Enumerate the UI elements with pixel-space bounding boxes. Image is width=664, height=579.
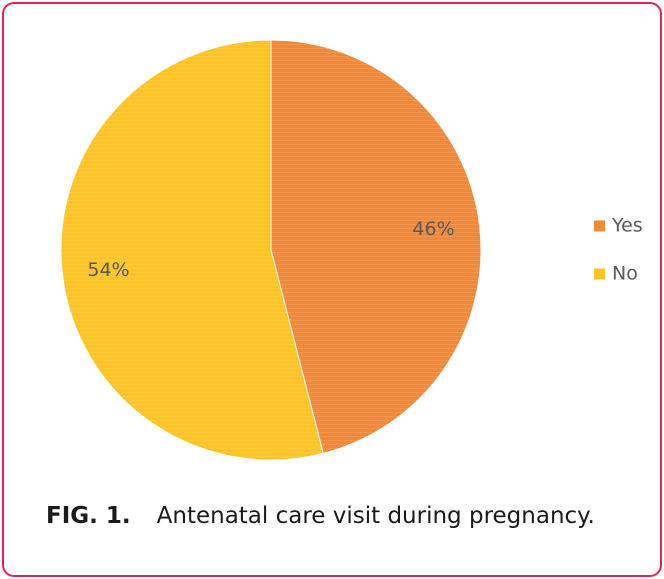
data-label-yes: 46% xyxy=(412,218,454,240)
pie-slice-texture-no xyxy=(61,40,324,460)
pie-data-labels: 46% 54% xyxy=(87,218,454,281)
legend-label-no: No xyxy=(612,263,638,285)
legend-swatch-yes xyxy=(594,220,605,232)
data-label-no: 54% xyxy=(87,259,129,281)
legend: Yes No xyxy=(594,215,643,285)
legend-label-yes: Yes xyxy=(611,215,643,237)
figure-caption: FIG. 1. Antenatal care visit during pregn… xyxy=(46,503,646,529)
figure-label: FIG. 1. xyxy=(46,503,131,529)
legend-swatch-no xyxy=(594,268,605,280)
caption-text: Antenatal care visit during pregnancy. xyxy=(156,503,595,529)
pie-slices xyxy=(60,39,482,461)
pie-slice-texture-yes xyxy=(271,40,482,454)
pie-chart: 46% 54% Yes No xyxy=(60,39,643,461)
